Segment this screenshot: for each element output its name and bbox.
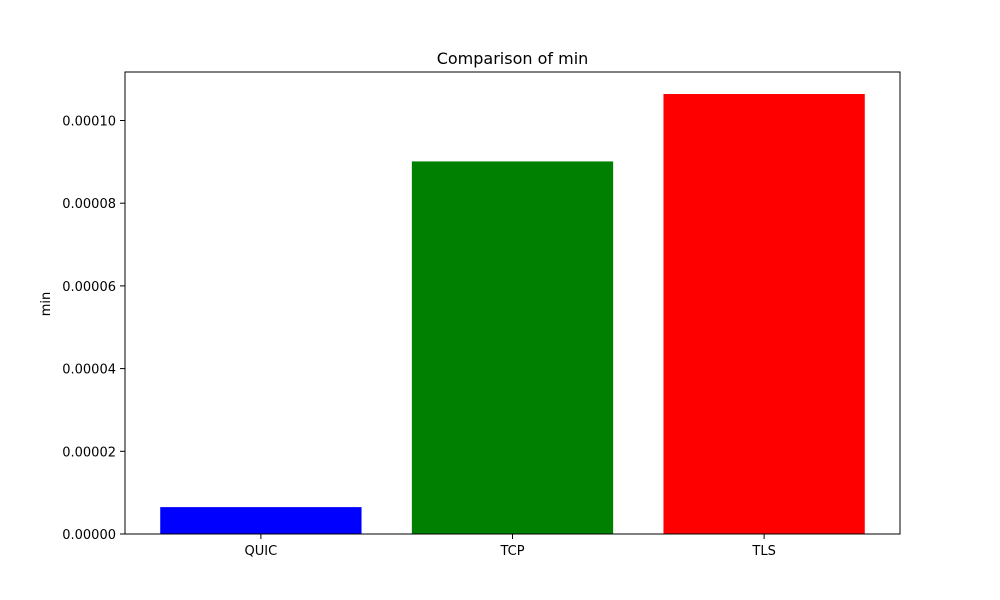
bar-quic [160,507,362,534]
chart-title: Comparison of min [437,49,589,68]
x-tick-label: QUIC [245,544,278,559]
bar-tls [663,94,865,535]
y-tick-label: 0.00010 [62,114,116,129]
y-tick-label: 0.00006 [62,280,116,295]
x-tick-label: TCP [499,544,524,559]
plot-frame [124,71,901,535]
y-tick-label: 0.00004 [62,363,116,378]
y-tick-label: 0.00000 [62,528,116,543]
y-tick-label: 0.00008 [62,197,116,212]
x-ticks-group: QUIC TCP TLS [245,534,776,559]
x-tick-label: TLS [751,544,775,559]
y-ticks-group: 0.00000 0.00002 0.00004 0.00006 0.00008 0.000… [62,114,125,543]
bar-tcp [411,161,614,535]
y-tick-label: 0.00002 [62,445,116,460]
bars-group [160,94,865,535]
y-axis-label: min [39,292,54,317]
